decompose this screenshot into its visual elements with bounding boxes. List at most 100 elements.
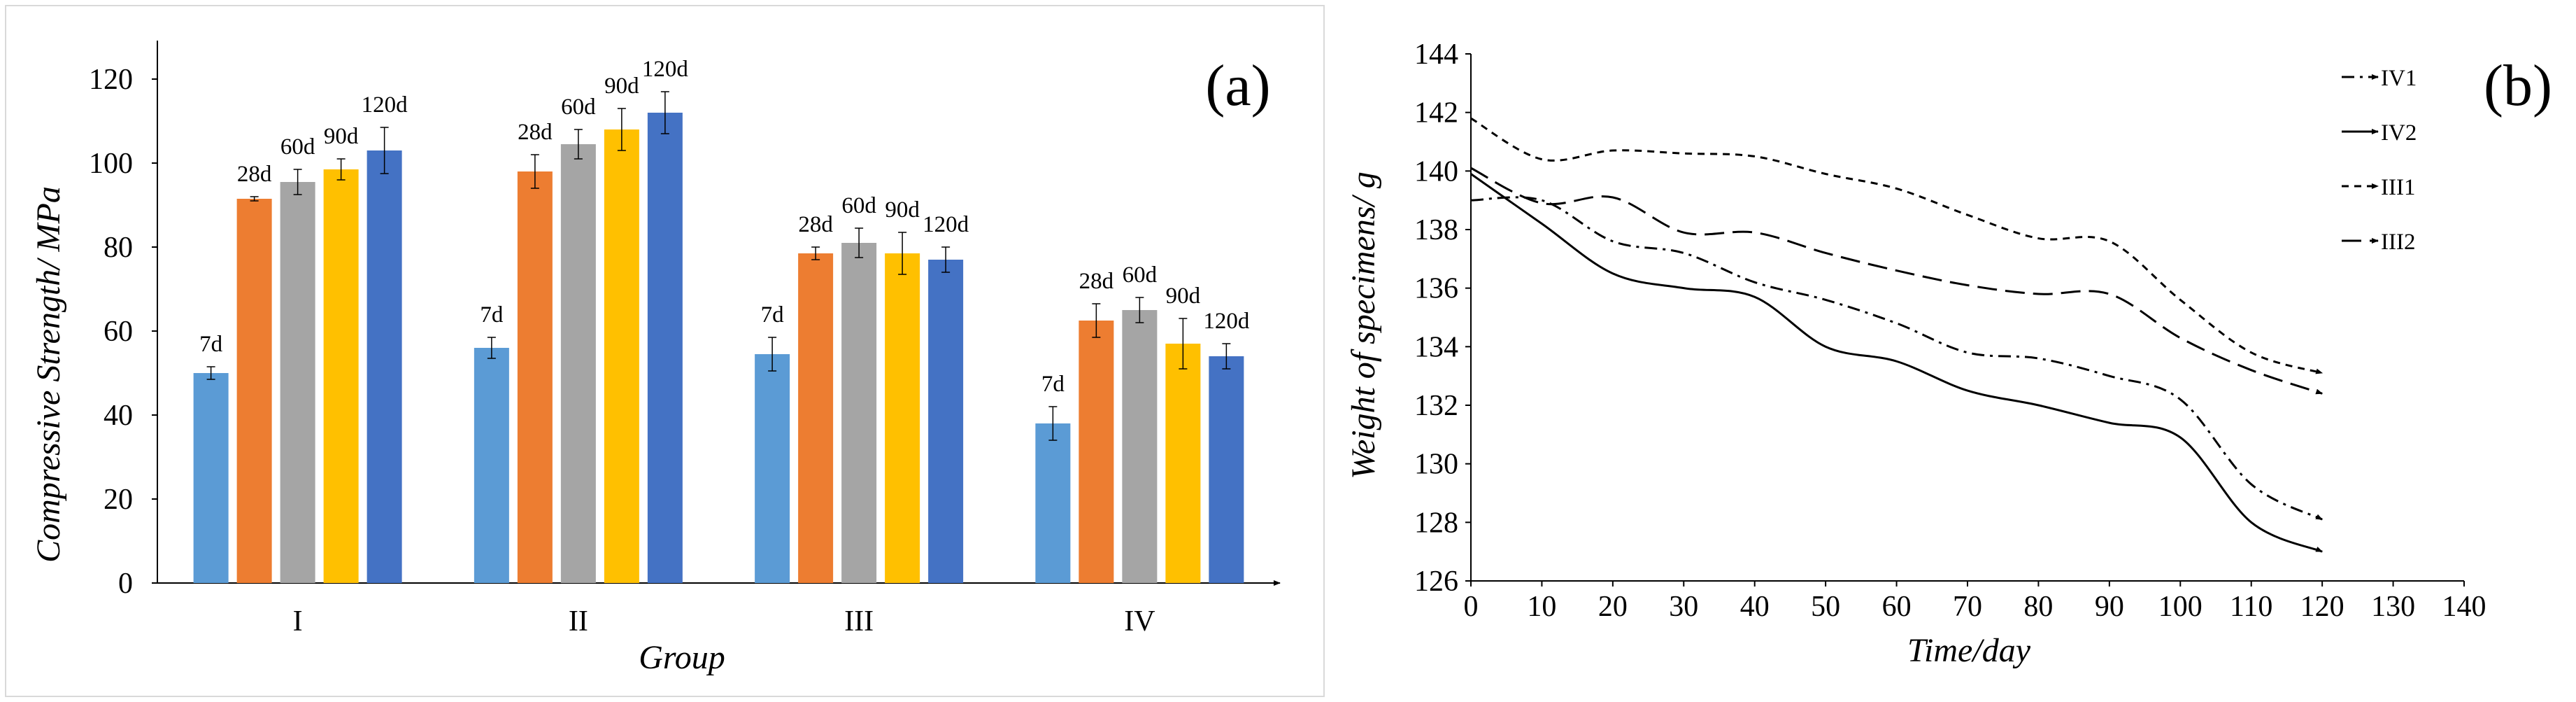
y-tick-label: 136 (1414, 273, 1458, 305)
bar (1122, 310, 1158, 583)
legend-label: IV2 (2381, 120, 2417, 146)
x-tick-label: 50 (1811, 591, 1840, 623)
panel-label-a: (a) (1205, 53, 1270, 118)
bar (885, 253, 920, 583)
legend: IV1 IV2 III1 III2 (2342, 66, 2417, 255)
bar (798, 253, 834, 583)
series-line-iv2 (1470, 173, 2324, 553)
x-tick-label: 100 (2158, 591, 2203, 623)
y-tick-label: 120 (89, 64, 133, 96)
x-tick-label: IV (1124, 605, 1155, 638)
bar-data-label: 7d (761, 302, 785, 328)
bar (755, 354, 790, 583)
x-tick-label: 10 (1527, 591, 1556, 623)
legend-label: III2 (2381, 230, 2415, 255)
bar-data-label: 28d (798, 212, 833, 237)
y-tick-label: 60 (104, 316, 133, 348)
bar (193, 373, 229, 583)
axes: 0 10 20 30 40 50 60 70 80 90 100 110 120 130 140 126 128… (1414, 38, 2486, 623)
bar (560, 144, 596, 583)
panel-label-b: (b) (2484, 53, 2552, 118)
bar (367, 150, 402, 583)
bar-data-label: 120d (923, 212, 969, 237)
bar-data-label: 28d (237, 162, 272, 187)
bar (1165, 344, 1201, 583)
y-tick-label: 80 (104, 232, 133, 264)
series-line-iv1 (1470, 196, 2324, 521)
y-tick-label: 40 (104, 400, 133, 432)
bar (1209, 356, 1244, 583)
x-tick-label: 110 (2230, 591, 2272, 623)
bar (1035, 423, 1071, 583)
x-tick-label: 30 (1669, 591, 1698, 623)
y-tick-label: 100 (89, 148, 133, 180)
y-axis-ticks: 0 20 40 60 80 100 120 (89, 41, 1281, 600)
bar (604, 129, 639, 583)
bar-data-label: 90d (885, 197, 920, 223)
y-tick-label: 20 (104, 484, 133, 516)
y-tick-label: 132 (1414, 390, 1458, 422)
x-tick-label: 130 (2371, 591, 2415, 623)
bar-data-label: 90d (1166, 283, 1201, 309)
bar-data-label: 90d (604, 73, 639, 99)
bar-data-label: 60d (280, 134, 315, 160)
y-axis-title: Weight of specimens/ g (1345, 171, 1382, 479)
y-tick-label: 142 (1414, 97, 1458, 129)
bar-data-label: 60d (841, 193, 876, 218)
series-line-iii1 (1470, 117, 2324, 374)
line-chart-panel: 0 10 20 30 40 50 60 70 80 90 100 110 120 130 140 126 128… (1345, 38, 2552, 669)
bar-data-label: 7d (199, 332, 223, 357)
x-tick-label: 60 (1882, 591, 1912, 623)
bar (236, 199, 272, 583)
series-line-iii2 (1470, 167, 2324, 395)
y-tick-label: 144 (1414, 38, 1458, 71)
x-tick-label: 120 (2300, 591, 2344, 623)
y-tick-label: 0 (118, 568, 133, 600)
bar-data-label: 60d (561, 94, 596, 120)
panel-a-frame (5, 5, 1325, 697)
y-tick-label: 134 (1414, 331, 1458, 363)
x-tick-label: 70 (1953, 591, 1982, 623)
bar (1079, 321, 1114, 583)
bar-data-label: 28d (518, 120, 553, 145)
legend-label: IV1 (2381, 66, 2417, 91)
bar-data-label: 90d (324, 124, 359, 149)
bar-data-label: 60d (1123, 262, 1158, 288)
bar (517, 171, 553, 583)
y-axis-title: Compressive Strength/ MPa (30, 186, 67, 563)
x-tick-label: 40 (1740, 591, 1770, 623)
x-tick-label: 0 (1464, 591, 1479, 623)
y-tick-label: 130 (1414, 449, 1458, 481)
bar-data-label: 120d (362, 92, 408, 118)
bar (841, 243, 877, 583)
x-tick-label: 20 (1598, 591, 1628, 623)
bar (280, 182, 315, 583)
bar (323, 169, 359, 583)
bar (928, 260, 964, 583)
x-axis-title: Time/day (1907, 632, 2031, 669)
x-tick-label: 90 (2095, 591, 2124, 623)
x-tick-label: 80 (2023, 591, 2053, 623)
legend-label: III1 (2381, 175, 2415, 200)
y-tick-label: 140 (1414, 155, 1458, 188)
x-axis-title: Group (639, 639, 725, 676)
y-tick-label: 126 (1414, 566, 1458, 598)
bar-data-label: 28d (1079, 269, 1114, 294)
bar (474, 348, 509, 583)
x-tick-label: III (844, 605, 874, 638)
x-tick-label: 140 (2442, 591, 2486, 623)
x-tick-label: I (293, 605, 303, 638)
bar-data-label: 120d (1203, 309, 1250, 334)
x-tick-label: II (569, 605, 588, 638)
bar (647, 113, 683, 583)
x-axis-ticks: I II III IV (293, 605, 1155, 638)
y-tick-label: 128 (1414, 507, 1458, 539)
bar-data-label: 7d (480, 302, 504, 328)
y-tick-label: 138 (1414, 214, 1458, 246)
bar-data-label: 7d (1041, 372, 1065, 397)
series-lines (1470, 117, 2324, 553)
bar-data-label: 120d (642, 57, 689, 82)
